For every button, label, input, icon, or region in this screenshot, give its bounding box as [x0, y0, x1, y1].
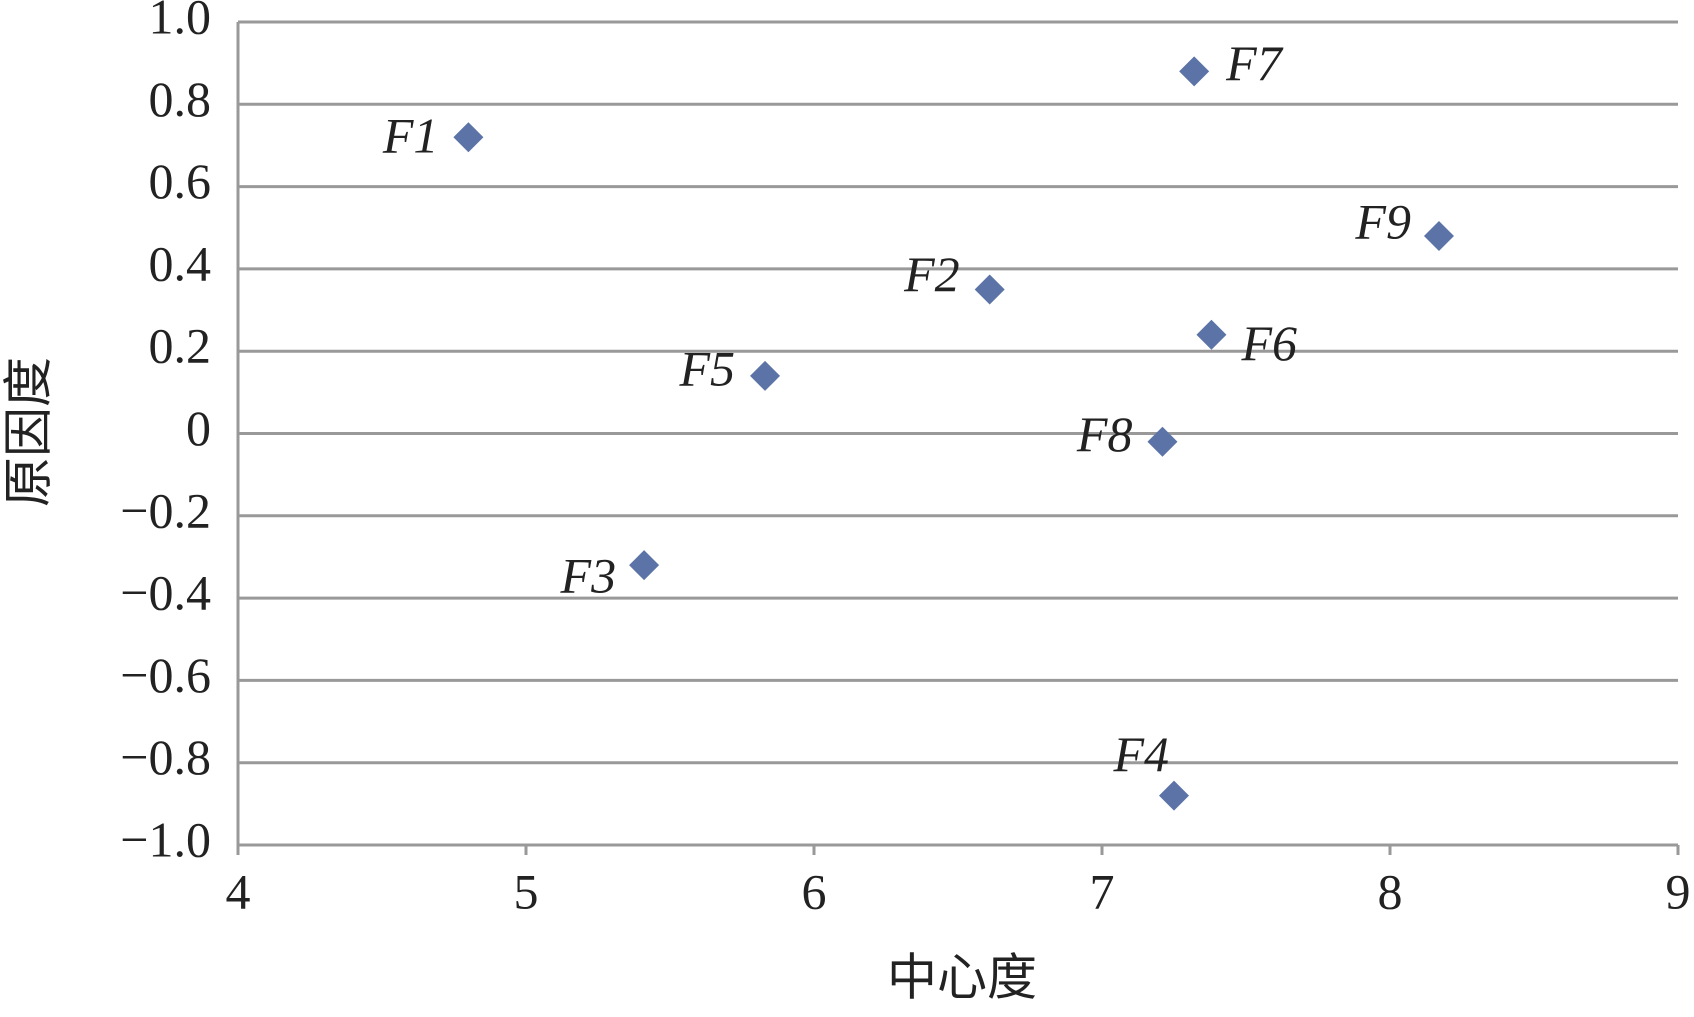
point-label: F7 [1225, 35, 1284, 91]
point-label: F8 [1076, 406, 1133, 462]
y-tick-label: 0.4 [149, 235, 212, 291]
y-tick-label: 0.8 [149, 71, 212, 127]
x-tick-label: 4 [226, 863, 251, 919]
point [453, 122, 484, 153]
point-label: F4 [1112, 726, 1169, 782]
point [1179, 56, 1210, 87]
point-label: F3 [560, 548, 617, 604]
y-tick-label: 0 [186, 400, 211, 456]
x-tick-label: 9 [1666, 863, 1691, 919]
y-tick-label: 1.0 [149, 0, 212, 44]
point [629, 550, 660, 581]
point [1423, 220, 1454, 251]
y-tick-label: 0.2 [149, 318, 212, 374]
x-tick-label: 7 [1090, 863, 1115, 919]
point-label: F6 [1240, 315, 1297, 371]
point [750, 360, 781, 391]
y-tick-label: −0.2 [120, 482, 211, 538]
point [1196, 319, 1227, 350]
y-tick-label: −0.8 [120, 729, 211, 785]
point-label: F2 [903, 246, 960, 302]
point [974, 274, 1005, 305]
x-axis-title: 中心度 [887, 949, 1037, 1005]
y-tick-label: −0.6 [120, 647, 211, 703]
x-tick-label: 6 [802, 863, 827, 919]
point [1159, 780, 1189, 811]
y-axis-title: 原因度 [0, 357, 56, 507]
y-tick-label: 0.6 [149, 153, 212, 209]
point-label: F1 [382, 108, 439, 164]
point [1147, 426, 1178, 457]
y-tick-label: −1.0 [120, 811, 211, 867]
y-tick-label: −0.4 [120, 565, 211, 621]
x-tick-label: 5 [514, 863, 539, 919]
x-tick-label: 8 [1378, 863, 1403, 919]
point-label: F5 [678, 340, 735, 396]
point-label: F9 [1354, 193, 1411, 249]
